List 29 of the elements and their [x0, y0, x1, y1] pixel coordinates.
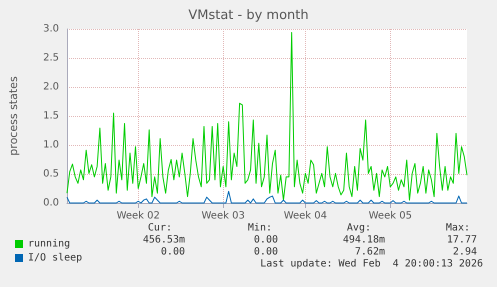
chart-title: VMstat - by month [188, 8, 309, 23]
y-tick-label: 2.0 [43, 82, 59, 92]
x-tick-label: Week 02 [116, 210, 160, 222]
text: 0.00 [160, 246, 185, 258]
legend-label: I/O sleep [28, 252, 82, 264]
x-tick-label: Week 05 [368, 210, 412, 222]
line-series [66, 32, 468, 201]
text: 0.00 [254, 234, 278, 246]
text: 494.18m [342, 234, 385, 246]
x-tick-label: Week 04 [284, 210, 328, 222]
y-axis-title: process states [7, 76, 20, 156]
text: 17.77 [446, 234, 477, 246]
text: 7.62m [354, 246, 385, 258]
y-tick-label: 0.5 [43, 168, 59, 180]
y-tick-label: 0.0 [43, 198, 59, 208]
text: Min: [248, 222, 272, 234]
text: Avg: [346, 222, 371, 234]
text: Max: [446, 222, 470, 234]
legend-label: running [28, 238, 70, 250]
y-tick-label: 1.0 [43, 140, 59, 150]
text: 456.53m [142, 234, 185, 246]
x-tick-label: Week 03 [202, 210, 245, 222]
y-tick-label: 2.5 [43, 52, 59, 64]
text: 0.00 [254, 246, 278, 258]
text: 2.94 [452, 246, 477, 258]
y-tick-label: 1.5 [43, 110, 59, 122]
y-tick-label: 3.0 [43, 24, 59, 34]
text: Cur: [148, 222, 172, 234]
text: Last update: Wed Feb 4 20:00:13 2026 [260, 258, 483, 270]
